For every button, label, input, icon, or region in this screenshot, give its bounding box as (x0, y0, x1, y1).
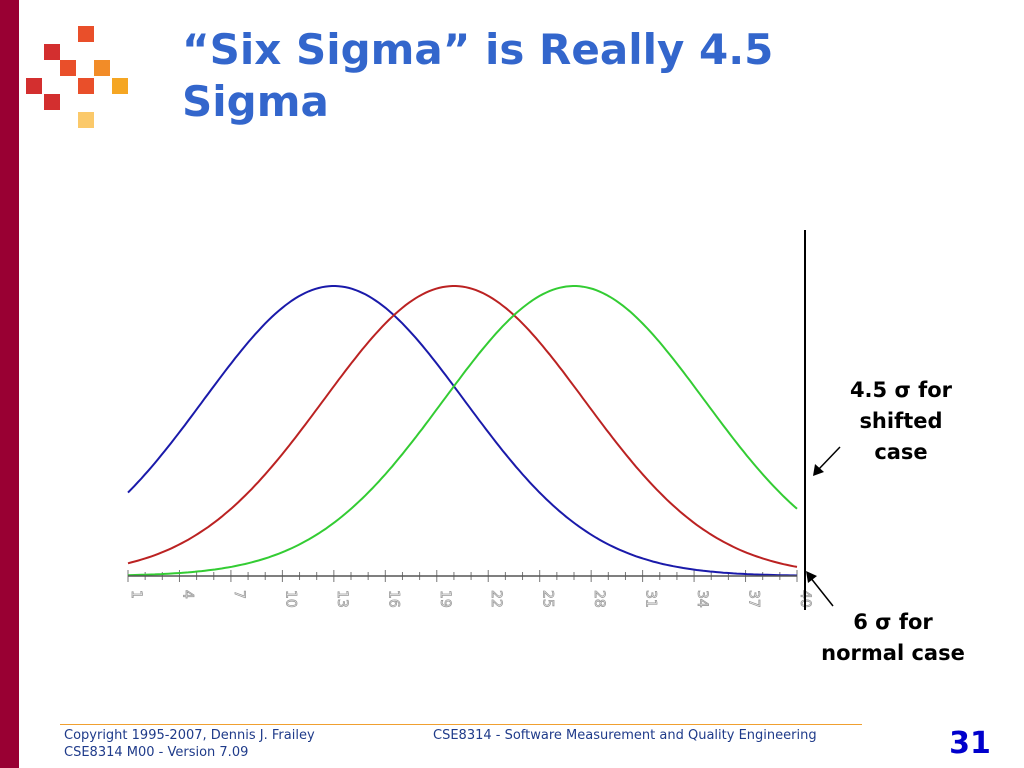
footer-version: CSE8314 M00 - Version 7.09 (64, 745, 249, 760)
x-tick-label: 37 (746, 590, 762, 608)
curve-green (127, 285, 798, 577)
page-number: 31 (949, 726, 991, 761)
curve-blue (127, 285, 798, 577)
accent-bar (0, 0, 19, 768)
x-tick-label: 25 (540, 590, 556, 608)
x-tick-label: 7 (231, 590, 247, 599)
footer-rule (60, 724, 862, 725)
slide-title: “Six Sigma” is Really 4.5 Sigma (182, 24, 882, 128)
title-line-1: “Six Sigma” is Really 4.5 (182, 25, 774, 74)
x-tick-label: 16 (385, 590, 401, 608)
x-tick-label: 22 (488, 590, 504, 608)
x-tick-label: 28 (591, 590, 607, 608)
x-tick-label: 34 (694, 590, 710, 608)
annotation-shifted-case: 4.5 σ for shifted case (849, 378, 953, 464)
arrow-shifted (813, 446, 841, 476)
logo-squares (26, 26, 128, 128)
footer-course-title: CSE8314 - Software Measurement and Quali… (433, 728, 817, 743)
arrow-normal (806, 571, 834, 607)
x-tick-label: 10 (282, 590, 298, 608)
x-tick-label: 4 (179, 590, 195, 599)
annotation-normal-case: 6 σ for normal case (821, 610, 965, 665)
title-line-2: Sigma (182, 77, 329, 126)
x-tick-label: 1 (128, 590, 144, 599)
x-tick-label: 19 (437, 590, 453, 608)
footer-copyright: Copyright 1995-2007, Dennis J. Frailey (64, 728, 315, 743)
x-tick-label: 31 (643, 590, 659, 608)
curve-red (127, 285, 798, 568)
x-tick-label: 13 (334, 590, 350, 608)
